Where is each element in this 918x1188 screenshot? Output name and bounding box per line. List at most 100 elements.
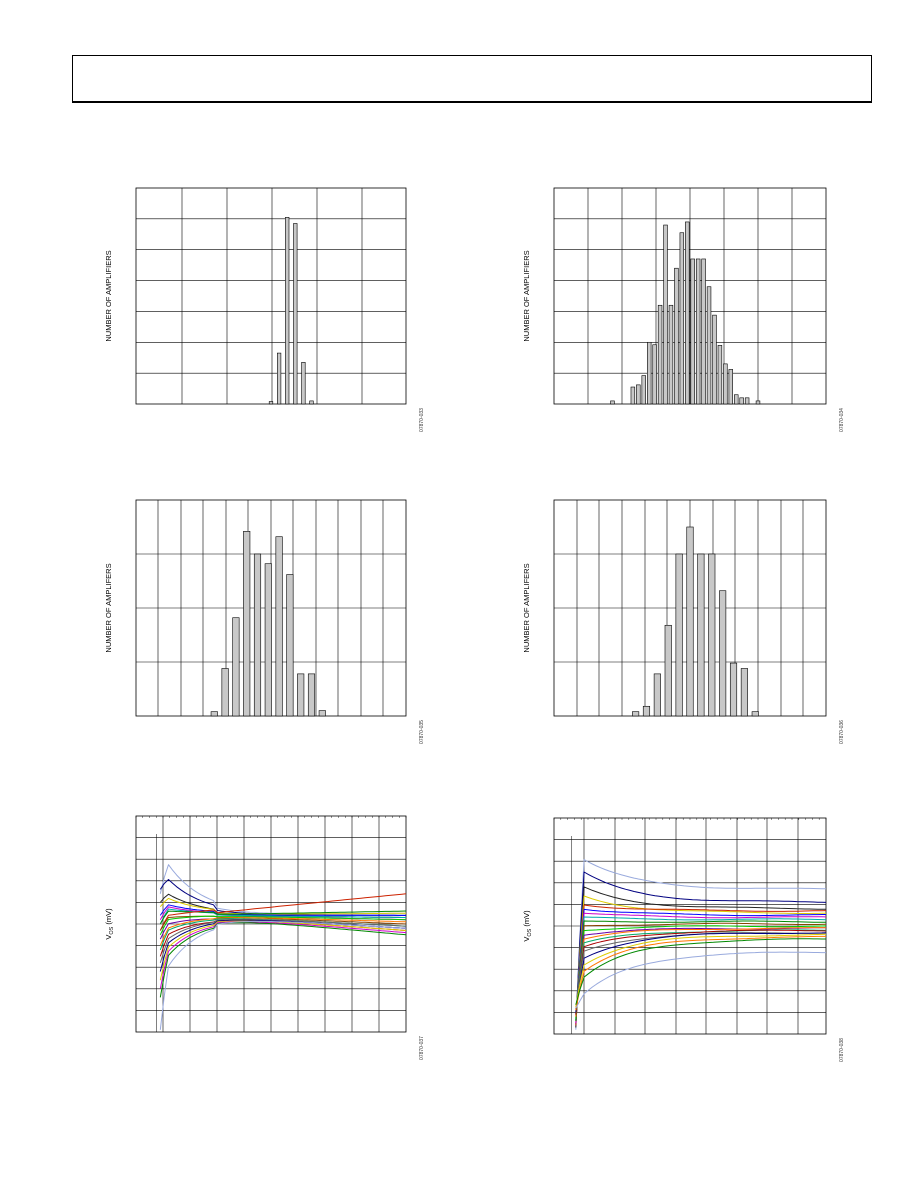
y-axis-label: VOS (mV) <box>522 910 533 942</box>
histogram-bar <box>285 217 290 405</box>
histogram-chart-4: NUMBER OF AMPLIFERS 07870-036 <box>522 499 845 744</box>
y-axis-label-sub: OS <box>527 928 533 936</box>
histogram-bar <box>717 345 723 405</box>
vos-series-line <box>159 910 407 925</box>
histogram-bar <box>301 362 306 405</box>
figure-code: 07870-033 <box>419 408 425 432</box>
histogram-bar <box>663 224 668 405</box>
histogram-bar <box>706 286 712 405</box>
plot-area <box>553 817 827 1035</box>
histogram-bar <box>630 386 636 405</box>
plot-area <box>135 187 407 405</box>
vos-series-line <box>575 927 827 1017</box>
plot-frame <box>553 187 827 405</box>
y-axis-label-main: V <box>104 935 113 940</box>
vos-series-line <box>159 893 407 931</box>
vos-series-line <box>575 938 826 1005</box>
histogram-bar <box>728 369 733 405</box>
plot-area <box>553 499 827 717</box>
vos-series-line <box>575 895 826 1023</box>
histogram-bar <box>277 352 282 405</box>
vos-series-line <box>159 921 407 989</box>
histogram-bar <box>264 563 272 717</box>
histogram-chart-2: NUMBER OF AMPLIFIERS 07870-034 <box>522 187 845 432</box>
histogram-bar <box>740 668 748 717</box>
vos-series-line <box>575 920 826 1022</box>
histogram-bar <box>739 397 744 405</box>
vos-line-chart-2: VOS (mV) 07870-038 <box>522 817 845 1062</box>
histogram-bar <box>268 401 274 405</box>
histogram-chart-3: NUMBER OF AMPLIFERS 07870-035 <box>104 499 425 744</box>
vos-line-chart-1: VOS (mV) 07870-037 <box>104 815 425 1060</box>
histogram-bar <box>690 258 695 405</box>
histogram-bar <box>674 267 679 405</box>
histogram-bar <box>293 223 298 405</box>
histogram-bar <box>297 673 305 717</box>
plot-area <box>135 499 407 717</box>
histogram-bar <box>723 363 728 405</box>
histogram-bar <box>286 574 294 717</box>
histogram-bar <box>751 711 759 717</box>
figure-code: 07870-034 <box>839 408 845 432</box>
y-axis-label-sub: OS <box>109 926 115 934</box>
y-axis-label-main: V <box>522 937 531 942</box>
histogram-bar <box>668 304 674 405</box>
histogram-bar <box>307 673 316 717</box>
vos-series-line <box>575 908 826 1021</box>
vos-series-line <box>159 917 407 946</box>
vos-series-line <box>159 920 407 981</box>
y-axis-label: NUMBER OF AMPLIFERS <box>522 563 531 652</box>
histogram-bar <box>734 394 739 405</box>
vos-series-line <box>159 919 407 964</box>
histogram-bar <box>675 553 683 717</box>
histogram-bar <box>657 304 663 405</box>
vos-series-line <box>575 929 827 1015</box>
vos-series-line <box>575 916 827 1018</box>
y-axis-label: VOS (mV) <box>104 908 115 940</box>
page-header-box <box>72 55 872 103</box>
y-axis-label-unit: (mV) <box>104 908 113 927</box>
histogram-bar <box>755 400 761 405</box>
y-axis-label: NUMBER OF AMPLIFERS <box>104 563 113 652</box>
histogram-bar <box>679 232 685 405</box>
vos-series-line <box>575 951 826 1009</box>
histogram-bar <box>210 711 218 717</box>
y-axis-label-unit: (mV) <box>522 910 531 929</box>
histogram-bar <box>642 705 651 717</box>
histogram-bar <box>232 617 240 717</box>
histogram-bar <box>221 668 229 717</box>
histogram-bar <box>652 344 657 405</box>
vos-series-line <box>575 859 827 1030</box>
y-axis-label: NUMBER OF AMPLIFIERS <box>104 250 113 341</box>
histogram-bar <box>686 526 694 717</box>
vos-series-line <box>575 904 827 1026</box>
histogram-bar <box>719 590 727 717</box>
vos-series-line <box>575 935 826 1011</box>
vos-series-line <box>575 933 827 1008</box>
histogram-bar <box>697 553 705 717</box>
vos-series-line <box>575 912 827 1024</box>
vos-series-line <box>575 922 827 1016</box>
vos-series-line <box>575 886 826 1028</box>
vos-series-line <box>159 920 407 1030</box>
vos-series-line <box>159 904 406 916</box>
plot-area <box>135 815 407 1033</box>
histogram-bar <box>729 662 738 717</box>
vos-series-line <box>159 922 407 998</box>
histogram-bar <box>695 258 701 405</box>
figure-code: 07870-038 <box>839 1038 845 1062</box>
figure-code: 07870-037 <box>419 1036 425 1060</box>
figure-code: 07870-035 <box>419 720 425 744</box>
histogram-bar <box>632 711 640 717</box>
histogram-bar <box>701 258 706 405</box>
histogram-bar <box>275 536 283 717</box>
histogram-bar <box>664 624 672 717</box>
vos-series-line <box>575 932 827 1013</box>
histogram-bar <box>744 397 750 405</box>
vos-series-line <box>575 929 827 1012</box>
histogram-bar <box>253 553 262 717</box>
vos-series-line <box>159 915 407 936</box>
histogram-chart-1: NUMBER OF AMPLIFIERS 07870-033 <box>104 187 425 432</box>
vos-series-line <box>575 871 827 1025</box>
histogram-bar <box>309 400 314 405</box>
